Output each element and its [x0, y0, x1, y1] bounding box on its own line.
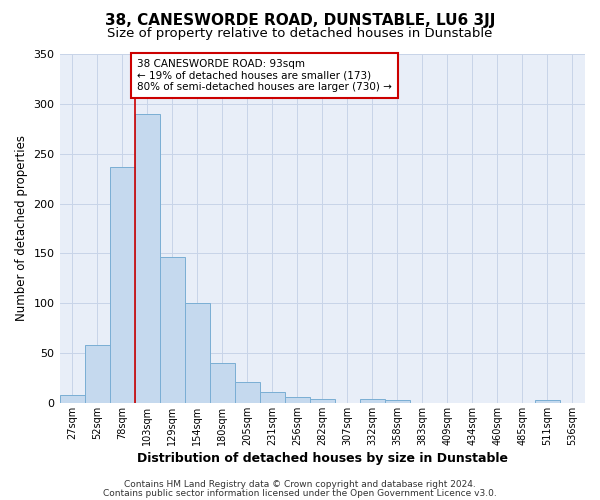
Text: Contains public sector information licensed under the Open Government Licence v3: Contains public sector information licen… — [103, 488, 497, 498]
Bar — [310, 399, 335, 403]
Bar — [134, 114, 160, 403]
Text: 38, CANESWORDE ROAD, DUNSTABLE, LU6 3JJ: 38, CANESWORDE ROAD, DUNSTABLE, LU6 3JJ — [105, 12, 495, 28]
X-axis label: Distribution of detached houses by size in Dunstable: Distribution of detached houses by size … — [137, 452, 508, 465]
Y-axis label: Number of detached properties: Number of detached properties — [15, 136, 28, 322]
Bar — [385, 400, 410, 403]
Bar — [110, 166, 134, 403]
Bar — [209, 363, 235, 403]
Text: Size of property relative to detached houses in Dunstable: Size of property relative to detached ho… — [107, 28, 493, 40]
Bar — [160, 258, 185, 403]
Text: Contains HM Land Registry data © Crown copyright and database right 2024.: Contains HM Land Registry data © Crown c… — [124, 480, 476, 489]
Bar — [360, 399, 385, 403]
Bar — [85, 345, 110, 403]
Text: 38 CANESWORDE ROAD: 93sqm
← 19% of detached houses are smaller (173)
80% of semi: 38 CANESWORDE ROAD: 93sqm ← 19% of detac… — [137, 59, 392, 92]
Bar — [185, 303, 209, 403]
Bar — [535, 400, 560, 403]
Bar — [260, 392, 285, 403]
Bar — [285, 397, 310, 403]
Bar — [59, 395, 85, 403]
Bar — [235, 382, 260, 403]
